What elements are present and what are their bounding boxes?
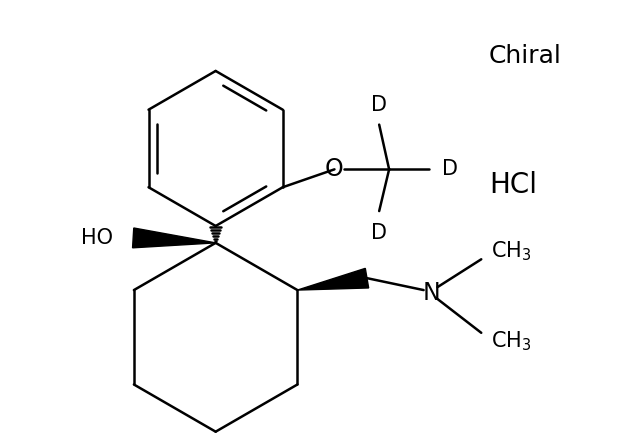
Text: O: O xyxy=(325,157,344,182)
Text: N: N xyxy=(422,281,440,305)
Text: CH$_3$: CH$_3$ xyxy=(491,240,532,263)
Text: D: D xyxy=(371,223,387,243)
Text: HO: HO xyxy=(81,228,113,248)
Text: Chiral: Chiral xyxy=(489,44,562,68)
Text: D: D xyxy=(442,159,458,179)
Text: HCl: HCl xyxy=(489,171,537,199)
Text: D: D xyxy=(371,95,387,115)
Polygon shape xyxy=(298,268,369,290)
Text: CH$_3$: CH$_3$ xyxy=(491,329,532,352)
Polygon shape xyxy=(132,228,216,248)
